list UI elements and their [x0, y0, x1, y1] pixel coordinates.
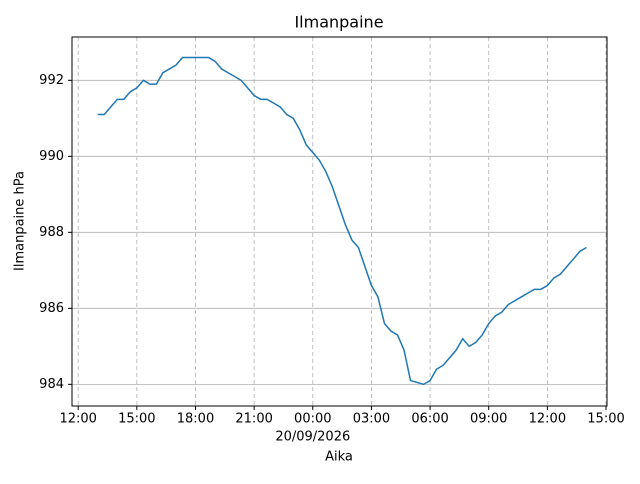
- y-tick-label: 984: [39, 377, 64, 392]
- x-tick-label: 03:00: [353, 412, 390, 427]
- x-tick-label: 12:00: [529, 412, 566, 427]
- chart-title: Ilmanpaine: [294, 13, 383, 32]
- x-axis-label: Aika: [325, 450, 353, 465]
- x-tick-label: 15:00: [118, 412, 155, 427]
- y-axis-label: Ilmanpaine hPa: [13, 171, 28, 271]
- x-date-label: 20/09/2026: [275, 430, 350, 445]
- data-line: [97, 56, 587, 386]
- x-tick-label: 06:00: [411, 412, 448, 427]
- x-tick-label: 18:00: [177, 412, 214, 427]
- y-tick-label: 988: [39, 225, 64, 240]
- plot-frame: [71, 36, 608, 407]
- x-tick-label: 00:00: [294, 412, 331, 427]
- y-tick-label: 992: [39, 73, 64, 88]
- x-tick-label: 15:00: [587, 412, 624, 427]
- x-tick-label: 12:00: [59, 412, 96, 427]
- x-tick-label: 09:00: [470, 412, 507, 427]
- y-tick-label: 990: [39, 149, 64, 164]
- x-tick-label: 21:00: [235, 412, 272, 427]
- y-tick-label: 986: [39, 301, 64, 316]
